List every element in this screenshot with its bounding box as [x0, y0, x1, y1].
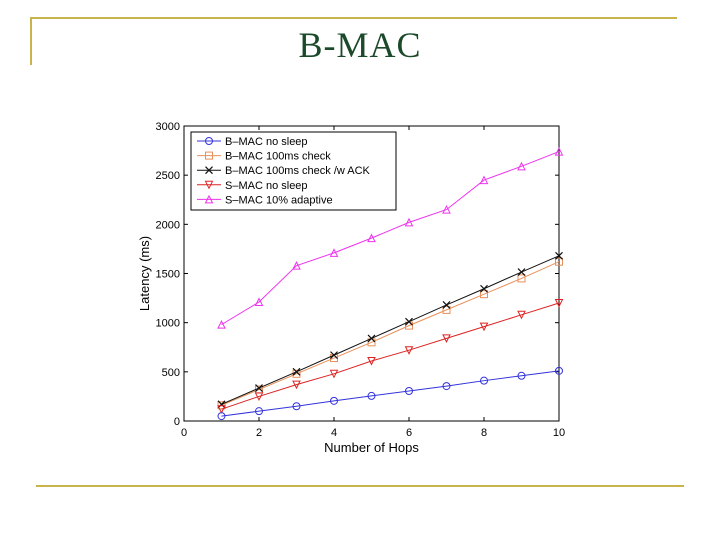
legend-swatch-marker [205, 166, 213, 175]
data-point-series-2 [442, 305, 451, 314]
series-line-4 [221, 302, 560, 410]
data-point-series-1 [405, 387, 413, 396]
slide-frame-top-rule [30, 17, 677, 19]
data-point-series-5 [292, 261, 301, 270]
data-point-series-5 [217, 320, 226, 329]
data-point-series-5 [479, 175, 489, 185]
data-point-series-3 [442, 301, 451, 309]
legend-swatch-marker [204, 180, 214, 190]
legend-entry-label: S–MAC 10% adaptive [225, 194, 333, 206]
data-point-series-3 [330, 351, 338, 360]
data-point-series-5 [517, 161, 526, 171]
series-line-1 [221, 370, 560, 417]
data-point-series-3 [480, 284, 488, 293]
legend-swatch-marker [205, 151, 213, 160]
legend-swatch-marker [204, 194, 214, 204]
data-point-series-5 [329, 248, 339, 257]
y-tick-label: 500 [162, 367, 180, 379]
data-point-series-3 [367, 334, 376, 343]
data-point-series-2 [555, 257, 563, 266]
data-point-series-5 [404, 217, 414, 227]
data-point-series-5 [254, 297, 264, 307]
data-point-series-3 [517, 268, 526, 276]
legend-entry-label: B–MAC 100ms check /w ACK [225, 165, 371, 177]
data-point-series-3 [217, 400, 226, 409]
series-line-2 [221, 261, 560, 406]
legend-entry-label: S–MAC no sleep [225, 180, 308, 192]
data-point-series-5 [442, 204, 451, 214]
data-point-series-4 [517, 310, 526, 320]
legend-entry-label: B–MAC no sleep [225, 136, 308, 148]
legend-entry-label: B–MAC 100ms check [225, 151, 331, 163]
data-point-series-3 [555, 251, 563, 260]
data-point-series-1 [480, 376, 488, 385]
data-point-series-1 [555, 366, 563, 375]
data-point-series-4 [292, 380, 301, 390]
data-point-series-1 [292, 402, 301, 411]
data-point-series-4 [217, 405, 226, 414]
data-point-series-1 [442, 382, 451, 391]
series-line-3 [221, 255, 560, 405]
slide-frame-bottom-rule [36, 485, 684, 487]
data-point-series-4 [329, 369, 339, 379]
y-tick-label: 2000 [156, 219, 180, 231]
data-point-series-1 [367, 391, 376, 400]
series-line-5 [221, 151, 560, 326]
data-point-series-2 [480, 290, 488, 299]
x-axis-label: Number of Hops [324, 440, 419, 455]
y-tick-label: 1500 [156, 269, 180, 281]
data-point-series-1 [255, 407, 263, 416]
x-tick-label: 0 [181, 427, 187, 439]
x-tick-label: 10 [553, 427, 565, 439]
data-point-series-2 [517, 274, 526, 283]
y-tick-label: 2500 [156, 170, 180, 182]
data-point-series-4 [404, 346, 414, 355]
x-tick-label: 8 [481, 427, 487, 439]
data-point-series-4 [442, 334, 451, 344]
legend-swatch-marker [205, 137, 213, 145]
slide-title: B-MAC [298, 25, 422, 65]
slide-frame-left-rule [30, 17, 32, 65]
data-point-series-3 [255, 384, 263, 392]
x-tick-label: 4 [331, 427, 337, 439]
y-tick-label: 3000 [156, 121, 180, 133]
x-tick-label: 6 [406, 427, 412, 439]
data-point-series-1 [330, 396, 338, 405]
data-point-series-5 [554, 146, 564, 156]
y-tick-label: 0 [174, 416, 180, 428]
data-point-series-4 [254, 392, 264, 402]
data-point-series-4 [479, 322, 489, 332]
data-point-series-3 [292, 367, 301, 376]
data-point-series-4 [554, 299, 564, 308]
y-tick-label: 1000 [156, 318, 180, 330]
data-point-series-4 [367, 357, 376, 366]
data-point-series-1 [517, 371, 526, 380]
data-point-series-3 [405, 317, 413, 326]
legend-box [190, 131, 397, 211]
x-tick-label: 2 [256, 427, 262, 439]
y-axis-label: Latency (ms) [137, 236, 152, 311]
data-point-series-5 [367, 233, 376, 243]
